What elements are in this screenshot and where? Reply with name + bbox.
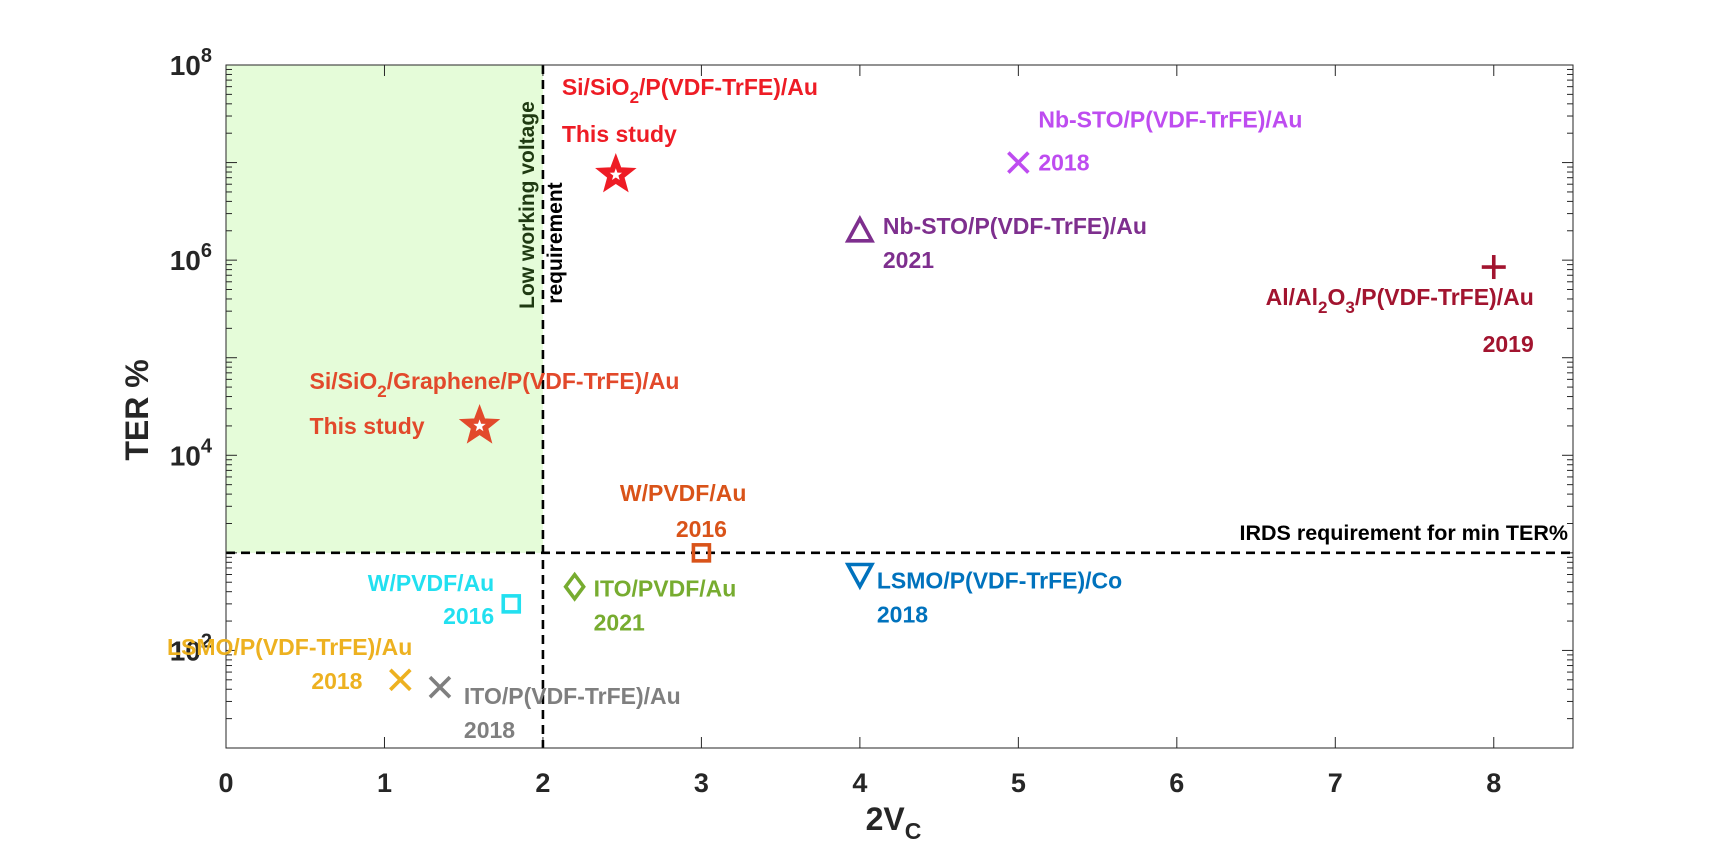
point-label-text: O — [1328, 284, 1346, 310]
point-label-subscript: 2 — [630, 88, 639, 107]
point-label: Nb-STO/P(VDF-TrFE)/Au — [1038, 107, 1302, 133]
point-label: Si/SiO2/Graphene/P(VDF-TrFE)/Au — [310, 368, 680, 401]
marker-square — [691, 543, 712, 563]
y-tick-label: 108 — [170, 45, 212, 81]
marker-star — [595, 152, 637, 193]
point-label-text: /P(VDF-TrFE)/Au — [1355, 284, 1534, 310]
low-voltage-label-line2: requirement — [544, 182, 567, 303]
x-tick-label: 5 — [1011, 768, 1026, 798]
marker-diamond — [563, 571, 586, 602]
point-label-subscript: 2 — [377, 382, 386, 401]
point-label-text: ITO/PVDF/Au — [594, 576, 737, 602]
y-tick-exponent: 2 — [201, 630, 212, 652]
point-label-text: LSMO/P(VDF-TrFE)/Co — [877, 568, 1122, 594]
y-tick-exponent: 4 — [201, 435, 213, 457]
point-label-text: W/PVDF/Au — [620, 480, 747, 506]
point-label-text: Si/SiO — [310, 368, 378, 394]
x-tick-label: 2 — [535, 768, 550, 798]
y-tick-base: 10 — [170, 50, 201, 81]
minor-ticks — [226, 68, 1573, 720]
point-label-text: /Graphene/P(VDF-TrFE)/Au — [387, 368, 680, 394]
point-label-year: 2018 — [464, 717, 515, 743]
markers — [389, 151, 1506, 699]
marker-triangle-up — [844, 215, 875, 243]
triangle-down-shape — [844, 562, 875, 591]
x-stroke-b — [389, 668, 412, 692]
star-inner — [473, 419, 486, 432]
diamond-shape — [563, 571, 586, 602]
star-inner — [609, 168, 622, 180]
y-tick-base: 10 — [170, 245, 201, 276]
marker-x — [1007, 151, 1030, 174]
y-axis-label: TER % — [119, 359, 155, 460]
x-stroke-b — [428, 675, 452, 699]
x-tick-label: 7 — [1328, 768, 1343, 798]
point-label: W/PVDF/Au — [368, 570, 495, 596]
point-label-text: LSMO/P(VDF-TrFE)/Au — [167, 634, 412, 660]
x-axis-label-main: 2V — [866, 801, 906, 837]
x-tick-label: 0 — [218, 768, 233, 798]
point-label-year: 2019 — [1483, 331, 1534, 357]
marker-plus — [1481, 255, 1506, 280]
point-label-text: Si/SiO — [562, 74, 630, 100]
point-label: Nb-STO/P(VDF-TrFE)/Au — [883, 213, 1147, 239]
x-tick-label: 4 — [852, 768, 867, 798]
plot-frame — [225, 64, 1574, 749]
marker-x — [428, 675, 452, 699]
point-label-year: 2016 — [443, 603, 494, 629]
marker-x — [389, 668, 412, 692]
point-label: Si/SiO2/P(VDF-TrFE)/Au — [562, 74, 818, 107]
point-label-text: Al/Al — [1266, 284, 1318, 310]
x-tick-label: 8 — [1486, 768, 1501, 798]
x-stroke-b — [1007, 151, 1030, 174]
x-tick-label: 1 — [377, 768, 392, 798]
y-tick-label: 106 — [170, 240, 212, 276]
point-label-text: Nb-STO/P(VDF-TrFE)/Au — [1038, 107, 1302, 133]
point-label-text: W/PVDF/Au — [368, 570, 495, 596]
triangle-up-shape — [844, 215, 875, 243]
point-label-year: This study — [310, 413, 425, 439]
marker-star — [458, 404, 501, 444]
point-label: ITO/P(VDF-TrFE)/Au — [464, 683, 681, 709]
point-label: Al/Al2O3/P(VDF-TrFE)/Au — [1266, 284, 1534, 317]
marker-triangle-down — [844, 562, 875, 591]
point-label: LSMO/P(VDF-TrFE)/Co — [877, 568, 1122, 594]
y-tick-exponent: 8 — [201, 45, 212, 67]
point-label-year: 2018 — [877, 602, 928, 628]
x-axis-label-sub: C — [905, 818, 922, 844]
point-label-subscript: 2 — [1318, 298, 1327, 317]
square-shape — [501, 594, 522, 614]
y-tick-base: 10 — [170, 440, 201, 471]
x-tick-labels: 0 1 2 3 4 5 6 7 8 — [218, 768, 1501, 798]
x-tick-label: 3 — [694, 768, 709, 798]
point-label-year: 2021 — [594, 610, 645, 636]
y-tick-base: 10 — [170, 635, 201, 666]
point-label-year: 2018 — [311, 668, 362, 694]
point-label-year: 2018 — [1038, 150, 1089, 176]
y-tick-label: 104 — [170, 435, 213, 471]
point-label-text: /P(VDF-TrFE)/Au — [639, 74, 818, 100]
point-label: ITO/PVDF/Au — [594, 576, 737, 602]
low-voltage-region — [226, 65, 543, 553]
x-tick-label: 6 — [1169, 768, 1184, 798]
marker-square — [501, 594, 522, 614]
point-label-text: ITO/P(VDF-TrFE)/Au — [464, 683, 681, 709]
point-label-year: 2021 — [883, 247, 934, 273]
y-tick-exponent: 6 — [201, 240, 212, 262]
irds-label: IRDS requirement for min TER% — [1239, 521, 1568, 545]
point-label-subscript: 3 — [1345, 298, 1354, 317]
point-label-year: This study — [562, 121, 677, 147]
x-axis-label: 2VC — [866, 801, 922, 844]
y-tick-label: 102 — [170, 630, 212, 666]
low-voltage-label: Low working voltage — [516, 101, 539, 309]
point-label-year: 2016 — [676, 516, 727, 542]
point-label-text: Nb-STO/P(VDF-TrFE)/Au — [883, 213, 1147, 239]
point-label: LSMO/P(VDF-TrFE)/Au — [167, 634, 412, 660]
square-shape — [691, 543, 712, 563]
point-label: W/PVDF/Au — [620, 480, 747, 506]
